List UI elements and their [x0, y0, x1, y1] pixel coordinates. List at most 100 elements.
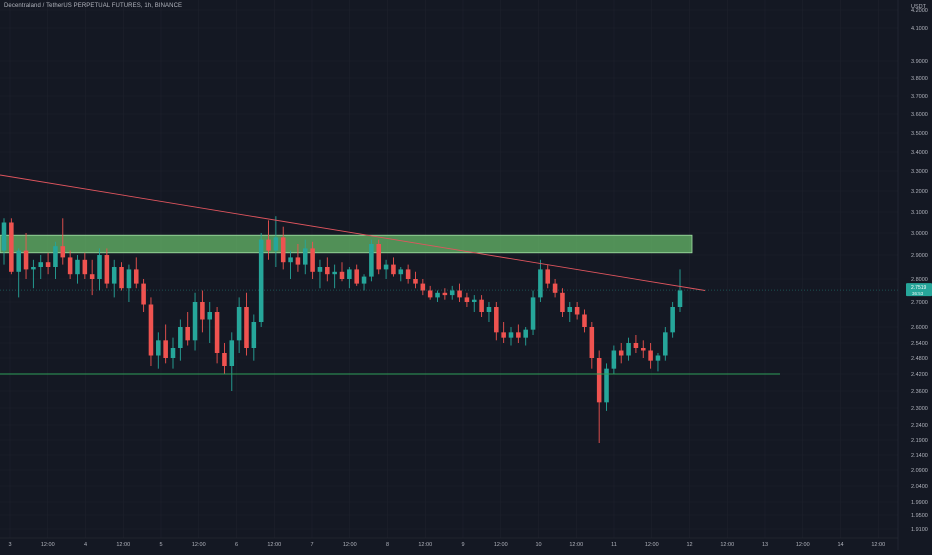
candle[interactable]	[538, 259, 543, 302]
candle[interactable]	[170, 337, 176, 369]
candle[interactable]	[648, 343, 653, 369]
candle[interactable]	[53, 241, 58, 279]
candle[interactable]	[1, 218, 7, 265]
candle[interactable]	[244, 292, 249, 356]
candle[interactable]	[405, 264, 411, 284]
candle[interactable]	[391, 257, 396, 277]
candle[interactable]	[479, 295, 484, 317]
candle[interactable]	[67, 250, 73, 279]
candle[interactable]	[398, 267, 404, 282]
candle[interactable]	[207, 302, 213, 343]
candle[interactable]	[457, 283, 462, 302]
candle[interactable]	[663, 327, 668, 361]
candle[interactable]	[670, 302, 675, 338]
candle[interactable]	[435, 290, 440, 303]
candle[interactable]	[383, 259, 389, 279]
candle[interactable]	[178, 319, 183, 361]
candle[interactable]	[9, 218, 14, 275]
candle[interactable]	[376, 239, 382, 275]
candle[interactable]	[104, 248, 110, 289]
candle[interactable]	[222, 343, 227, 374]
candle[interactable]	[626, 337, 631, 361]
candle[interactable]	[501, 322, 506, 343]
candles[interactable]	[1, 216, 683, 444]
candle[interactable]	[288, 250, 293, 279]
candle-body	[530, 297, 536, 330]
candle[interactable]	[567, 302, 573, 322]
trendline[interactable]	[0, 174, 706, 291]
candle[interactable]	[273, 216, 279, 267]
candle[interactable]	[369, 239, 374, 282]
candle[interactable]	[339, 262, 345, 282]
candle[interactable]	[464, 292, 470, 307]
candle[interactable]	[589, 322, 595, 369]
candle[interactable]	[45, 252, 51, 275]
candle[interactable]	[148, 297, 154, 366]
candle[interactable]	[258, 233, 264, 327]
candle[interactable]	[677, 269, 683, 312]
candle[interactable]	[111, 259, 117, 298]
candle[interactable]	[354, 264, 359, 286]
candle[interactable]	[16, 248, 21, 298]
candle[interactable]	[23, 233, 29, 279]
candle[interactable]	[604, 363, 609, 411]
candle[interactable]	[295, 244, 301, 272]
candle[interactable]	[126, 264, 132, 302]
candle[interactable]	[60, 218, 66, 265]
candle[interactable]	[156, 332, 161, 369]
candle[interactable]	[185, 312, 190, 346]
candle[interactable]	[251, 314, 257, 361]
candle[interactable]	[413, 271, 418, 289]
candle[interactable]	[560, 288, 565, 317]
candle[interactable]	[97, 248, 102, 291]
candle[interactable]	[192, 292, 198, 351]
candle[interactable]	[449, 285, 455, 300]
candle[interactable]	[163, 324, 168, 364]
candle[interactable]	[214, 307, 220, 364]
candle[interactable]	[618, 343, 624, 364]
candle[interactable]	[82, 252, 88, 279]
candle[interactable]	[119, 262, 124, 291]
candle[interactable]	[280, 226, 286, 270]
candle[interactable]	[310, 241, 315, 279]
candle[interactable]	[31, 259, 36, 289]
candle-body	[288, 257, 293, 263]
candle[interactable]	[200, 290, 205, 333]
candle[interactable]	[640, 340, 646, 358]
candle[interactable]	[361, 274, 367, 291]
candle[interactable]	[471, 295, 477, 312]
candle[interactable]	[494, 302, 499, 341]
candle[interactable]	[141, 279, 146, 312]
candle[interactable]	[596, 350, 602, 444]
candle[interactable]	[611, 345, 617, 375]
candle[interactable]	[633, 335, 639, 353]
candle[interactable]	[38, 255, 44, 279]
candle[interactable]	[229, 332, 235, 391]
candle[interactable]	[655, 353, 661, 372]
candle[interactable]	[325, 257, 330, 282]
candle[interactable]	[545, 264, 551, 289]
candle[interactable]	[523, 327, 528, 346]
candle[interactable]	[75, 255, 80, 284]
candle[interactable]	[486, 302, 492, 322]
candle[interactable]	[582, 309, 587, 333]
candle[interactable]	[530, 290, 536, 336]
candle[interactable]	[420, 279, 426, 296]
candle[interactable]	[552, 279, 558, 298]
candle[interactable]	[133, 257, 139, 289]
candle[interactable]	[332, 264, 337, 289]
candle[interactable]	[516, 324, 521, 344]
candle[interactable]	[427, 285, 433, 300]
candle[interactable]	[89, 259, 95, 296]
candle[interactable]	[347, 267, 352, 289]
candle-body	[413, 279, 418, 284]
candle[interactable]	[508, 327, 514, 346]
candle[interactable]	[266, 220, 271, 260]
price-axis-panel[interactable]	[898, 0, 932, 550]
candle[interactable]	[302, 239, 308, 275]
candle[interactable]	[236, 297, 242, 353]
candle[interactable]	[574, 302, 580, 320]
candle[interactable]	[317, 259, 323, 289]
